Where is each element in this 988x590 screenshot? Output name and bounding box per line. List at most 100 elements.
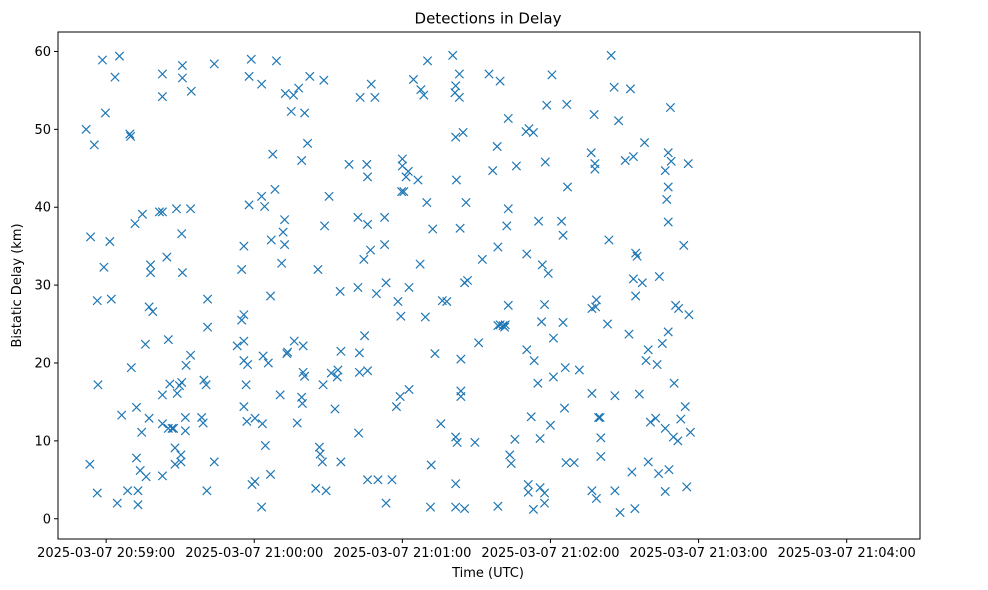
data-point: [145, 268, 156, 278]
data-point: [535, 482, 545, 493]
data-point: [259, 201, 270, 212]
data-point: [370, 92, 380, 103]
data-point: [396, 187, 407, 197]
data-point: [144, 302, 154, 312]
data-point: [586, 148, 596, 158]
y-tick-label: 0: [43, 512, 51, 527]
data-point: [391, 401, 402, 412]
data-point: [317, 457, 328, 467]
data-point: [560, 363, 570, 373]
data-point: [257, 502, 267, 512]
data-point: [133, 500, 143, 510]
data-point: [539, 498, 550, 508]
data-point: [131, 453, 142, 463]
data-point: [632, 251, 642, 261]
y-axis-label: Bistatic Delay (km): [10, 223, 25, 347]
data-point: [523, 479, 533, 490]
data-point: [503, 113, 513, 124]
data-point: [627, 467, 637, 477]
data-point: [493, 501, 503, 511]
data-point: [294, 83, 304, 93]
data-point: [330, 404, 340, 414]
data-point: [533, 378, 543, 388]
data-point: [176, 457, 186, 467]
data-point: [271, 56, 282, 66]
data-point: [422, 197, 432, 208]
data-point: [451, 175, 462, 185]
data-point: [85, 459, 95, 469]
data-point: [177, 60, 188, 71]
data-point: [663, 148, 673, 158]
data-point: [359, 254, 369, 265]
data-point: [650, 413, 661, 423]
data-point: [456, 391, 466, 402]
data-point: [110, 72, 120, 82]
data-point: [503, 204, 513, 214]
data-point: [170, 459, 180, 469]
data-point: [366, 79, 376, 89]
data-point: [353, 212, 363, 222]
data-point: [589, 109, 599, 120]
data-point: [684, 310, 694, 320]
data-point: [373, 475, 383, 485]
data-point: [631, 248, 641, 258]
data-point: [319, 221, 330, 231]
data-point: [459, 504, 470, 514]
data-point: [197, 412, 207, 423]
data-point: [305, 71, 315, 82]
data-point: [232, 341, 242, 351]
data-point: [242, 416, 252, 427]
data-point: [244, 71, 254, 82]
data-point: [335, 286, 345, 296]
data-point: [396, 311, 406, 321]
data-point: [157, 207, 168, 217]
data-point: [559, 403, 570, 413]
data-point: [165, 379, 175, 389]
y-tick-label: 30: [34, 279, 51, 294]
data-point: [630, 504, 640, 514]
y-tick-label: 20: [34, 356, 51, 371]
data-point: [628, 151, 639, 162]
data-point: [282, 347, 293, 357]
data-point: [241, 380, 251, 390]
data-point: [397, 154, 407, 164]
data-point: [250, 413, 260, 423]
data-point: [477, 254, 487, 265]
data-point: [279, 215, 290, 225]
data-point: [106, 294, 116, 304]
data-point: [591, 295, 602, 305]
data-point: [154, 207, 165, 217]
data-point: [528, 127, 539, 138]
data-point: [652, 359, 662, 370]
data-point: [499, 322, 510, 332]
data-point: [277, 258, 287, 268]
data-point: [426, 460, 436, 470]
data-point: [606, 50, 616, 60]
data-point: [495, 76, 505, 86]
data-point: [105, 236, 115, 247]
data-point: [474, 338, 484, 348]
data-point: [535, 433, 545, 444]
data-point: [202, 486, 212, 496]
data-point: [503, 300, 513, 310]
data-point: [362, 159, 372, 170]
data-point: [558, 317, 568, 328]
data-point: [624, 329, 634, 339]
data-point: [275, 390, 285, 400]
data-point: [663, 327, 673, 337]
data-point: [137, 427, 147, 437]
data-point: [100, 108, 111, 118]
x-tick-label: 2025-03-07 20:59:00: [37, 546, 175, 561]
data-point: [620, 155, 630, 166]
data-point: [680, 401, 690, 412]
data-point: [511, 161, 522, 171]
data-point: [257, 191, 267, 201]
data-point: [239, 241, 249, 251]
data-point: [419, 90, 429, 100]
data-point: [133, 486, 143, 496]
data-point: [157, 69, 168, 79]
data-point: [297, 398, 308, 409]
data-point: [163, 335, 173, 345]
data-point: [660, 166, 670, 176]
